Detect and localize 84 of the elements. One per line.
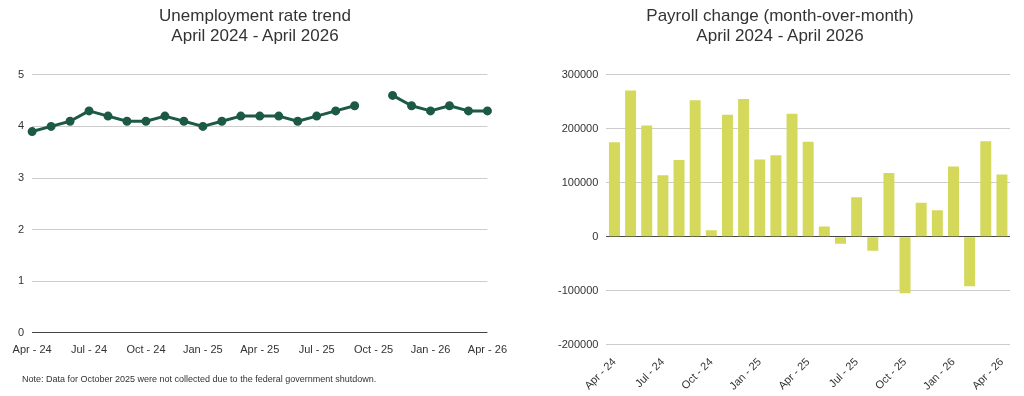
point	[293, 116, 303, 126]
bar	[721, 114, 733, 237]
bar	[851, 197, 863, 237]
y-tick-label: 0	[592, 229, 599, 242]
point	[65, 116, 75, 126]
bar	[689, 100, 701, 237]
y-tick-label: 1	[17, 274, 25, 287]
point	[350, 101, 360, 111]
bar	[931, 210, 943, 237]
point	[407, 101, 417, 111]
y-tick-label: 0	[17, 325, 25, 338]
bar	[738, 99, 750, 237]
point	[255, 111, 265, 121]
bar	[818, 226, 830, 237]
bar	[770, 155, 782, 237]
point	[482, 106, 492, 116]
bar	[883, 172, 895, 237]
point	[274, 111, 284, 121]
point	[27, 127, 37, 137]
y-tick-label: 5	[17, 67, 25, 80]
bar	[948, 166, 959, 237]
y-tick-label: 100000	[561, 175, 599, 188]
bar	[657, 175, 669, 237]
point	[46, 121, 56, 131]
y-tick-label: 300000	[561, 67, 599, 80]
bar	[964, 237, 976, 287]
bar	[834, 237, 846, 244]
x-tick-label: Jul - 24	[70, 343, 108, 356]
x-tick-label: Jan - 25	[726, 355, 764, 392]
x-tick-label: Jan - 26	[920, 355, 958, 392]
x-tick-label: Oct - 24	[126, 343, 166, 356]
y-tick-label: 200000	[561, 121, 599, 134]
chart-title: Payroll change (month-over-month)	[646, 5, 914, 25]
bar	[996, 174, 1008, 237]
bar	[705, 230, 717, 237]
point	[179, 116, 189, 126]
point	[198, 121, 208, 131]
x-tick-label: Apr - 25	[240, 343, 280, 356]
y-tick-label: -200000	[557, 337, 599, 350]
text: Note: Data for October 2025 were not collected due to the federal government shutdown.	[22, 374, 377, 384]
bar	[673, 160, 685, 237]
point	[141, 116, 151, 126]
point	[217, 116, 227, 126]
bar	[754, 159, 766, 237]
x-tick-label: Oct - 25	[872, 355, 909, 392]
y-tick-label: 3	[17, 171, 25, 184]
point	[103, 111, 113, 121]
x-tick-label: Oct - 25	[354, 343, 394, 356]
point	[331, 106, 341, 116]
bar	[867, 237, 879, 251]
x-tick-label: Apr - 26	[467, 343, 508, 356]
x-tick-label: Jan - 25	[182, 343, 223, 356]
point	[122, 116, 132, 126]
bar	[980, 141, 992, 237]
bar	[915, 202, 927, 237]
point	[426, 106, 436, 116]
point	[312, 111, 322, 121]
x-tick-label: Apr - 24	[12, 343, 52, 356]
point	[463, 106, 473, 116]
y-tick-label: 2	[17, 222, 25, 235]
x-tick-label: Apr - 25	[775, 355, 812, 392]
y-tick-label: -100000	[557, 283, 599, 296]
point	[444, 101, 454, 111]
y-tick-label: 4	[17, 119, 25, 132]
point	[84, 106, 94, 116]
x-tick-label: Jul - 24	[632, 355, 667, 390]
x-tick-label: Oct - 24	[678, 355, 715, 392]
bar	[786, 113, 798, 237]
chart-subtitle: April 2024 - April 2026	[696, 26, 864, 46]
x-tick-label: Jul - 25	[826, 355, 861, 390]
chart-title: Unemployment rate trend	[159, 5, 351, 25]
chart-subtitle: April 2024 - April 2026	[171, 26, 339, 46]
bar	[608, 142, 620, 237]
x-tick-label: Jan - 26	[410, 343, 451, 356]
point	[160, 111, 170, 121]
bar	[641, 125, 653, 237]
point	[388, 90, 398, 100]
bar	[625, 90, 637, 237]
bar	[802, 141, 814, 237]
x-tick-label: Apr - 26	[969, 355, 1006, 392]
x-tick-label: Jul - 25	[298, 343, 335, 356]
point	[236, 111, 246, 121]
x-tick-label: Apr - 24	[581, 355, 618, 392]
bar	[899, 237, 911, 294]
